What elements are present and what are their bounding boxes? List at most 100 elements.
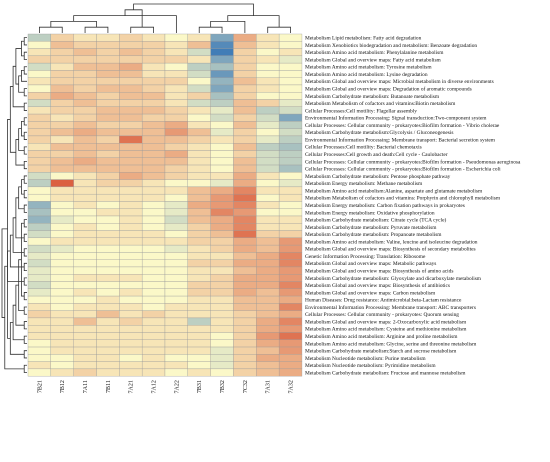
heatmap-cell [119,288,143,297]
heatmap-cell [50,186,74,195]
heatmap-cell [73,33,97,42]
heatmap-cell [256,70,280,78]
heatmap-cell [278,332,303,340]
heatmap-cell [73,361,97,370]
heatmap-cell [164,325,188,333]
heatmap-cell [210,128,234,137]
heatmap-cell [164,70,188,78]
row-dendrogram-branch [23,175,27,184]
heatmap-cell [278,41,303,49]
heatmap-cell [187,361,211,370]
heatmap-cell [278,121,303,129]
heatmap-cell [233,106,257,115]
heatmap-cell [233,135,257,144]
column-label: 7A31 [266,380,272,393]
heatmap-cell [164,295,188,304]
heatmap-cell [210,368,234,377]
row-label: Cellular Processes: Cellular community -… [305,158,521,165]
heatmap-cell [27,92,52,100]
heatmap-cell [278,295,303,304]
heatmap-cell [50,252,74,260]
heatmap-cell [27,339,52,348]
column-label: 7B31 [197,380,203,393]
row-label: Metabolism Amino acid metabolism: Lysine… [305,72,428,78]
heatmap-cell [210,339,234,348]
heatmap-cell [278,84,303,93]
heatmap-cell [210,92,234,100]
heatmap-cell [50,361,74,370]
heatmap-cell [119,201,143,209]
heatmap-cell [119,62,143,71]
heatmap-cell [119,281,143,289]
heatmap-cell [278,157,303,166]
heatmap-cell [187,135,211,144]
heatmap-cell [164,186,188,195]
heatmap-cell [187,368,211,377]
heatmap-cell [187,288,211,297]
heatmap-cell [119,121,143,129]
heatmap-cell [27,310,52,319]
heatmap-cell [96,244,120,253]
row-dendrogram-branch [23,335,27,344]
heatmap-cell [210,303,234,311]
row-dendrogram-branch [9,322,25,355]
heatmap-cell [278,164,303,173]
column-label: 7B12 [60,380,66,393]
heatmap-cell [210,208,234,217]
heatmap-cell [96,332,120,340]
row-label: Metabolism Global and overview maps: 2-O… [305,319,467,325]
heatmap-cell [233,325,257,333]
heatmap-cell [210,186,234,195]
heatmap-cell [73,252,97,260]
heatmap-cell [27,55,52,64]
heatmap-cell [141,41,166,49]
heatmap-cell [50,295,74,304]
heatmap-cell [96,303,120,311]
heatmap-cell [164,303,188,311]
heatmap-cell [278,33,303,42]
heatmap-cell [27,215,52,224]
row-dendrogram-branch [21,40,25,57]
row-dendrogram-branch [23,161,27,170]
heatmap-cell [164,346,188,355]
heatmap-cell [164,92,188,100]
row-label: Metabolism Carbohydrate metabolism: Prop… [305,232,442,238]
heatmap-cell [141,223,166,231]
column-dendrogram-branch [73,15,177,33]
heatmap-cell [233,317,257,326]
heatmap-cell [233,55,257,64]
heatmap-cell [256,172,280,180]
heatmap-cell [96,48,120,57]
column-dendrogram [39,3,291,33]
heatmap-cell [119,252,143,260]
heatmap-cell [210,237,234,246]
heatmap-cell [210,259,234,268]
row-label: Environmental Information Processing: Si… [305,115,487,122]
heatmap-cell [256,325,280,333]
heatmap-cell [141,361,166,370]
heatmap-cell [27,361,52,370]
heatmap-cell [27,259,52,268]
row-label: Metabolism Xenobiotics biodegradation an… [305,43,477,49]
heatmap-cell [27,143,52,151]
heatmap-cell [27,128,52,137]
heatmap-cell [96,121,120,129]
heatmap-cell [210,143,234,151]
heatmap-cell [96,230,120,239]
heatmap-cell [50,121,74,129]
heatmap-cell [73,135,97,144]
heatmap-cell [278,128,303,137]
heatmap-cell [278,150,303,158]
heatmap-cell [73,48,97,57]
heatmap-cell [27,62,52,71]
row-dendrogram-branch [23,204,27,213]
heatmap-cell [164,230,188,239]
row-label: Metabolism Amino acid metabolism: Phenyl… [305,50,444,56]
heatmap-cell [50,84,74,93]
heatmap-cell [187,92,211,100]
heatmap-cell [187,346,211,355]
heatmap-cell [233,361,257,370]
heatmap-cell [96,143,120,151]
row-label: Metabolism Nucleotide metabolism: Purine… [305,356,426,362]
